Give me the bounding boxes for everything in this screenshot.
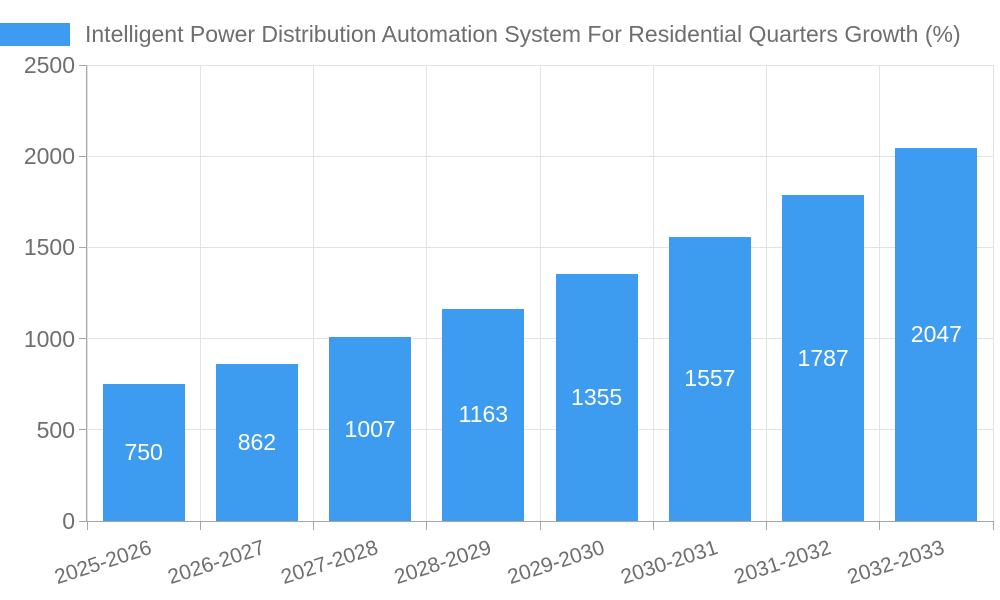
- x-axis-tick: [426, 521, 428, 530]
- chart-title: Intelligent Power Distribution Automatio…: [85, 20, 961, 47]
- gridline-vertical: [539, 65, 541, 521]
- bar-value-label: 1787: [797, 344, 849, 371]
- x-axis-tick: [879, 521, 881, 530]
- x-axis-tick: [992, 521, 994, 530]
- y-axis-tick-label: 1000: [23, 325, 75, 352]
- x-axis-line: [87, 521, 993, 522]
- gridline-vertical: [766, 65, 767, 521]
- legend-swatch: [0, 22, 70, 46]
- bar: 750: [102, 384, 185, 521]
- y-axis-line: [86, 65, 87, 522]
- y-axis-tick-label: 2500: [23, 52, 75, 78]
- y-axis-tick: [79, 246, 87, 248]
- x-axis-tick: [199, 521, 201, 530]
- y-axis-tick: [79, 338, 87, 340]
- bar-value-label: 1163: [458, 401, 509, 428]
- gridline-vertical: [992, 65, 994, 521]
- bar: 1355: [555, 273, 638, 521]
- bar-value-label: 1355: [571, 383, 623, 410]
- bar: 1787: [782, 195, 865, 521]
- y-axis-tick-label: 500: [36, 416, 75, 443]
- y-axis-tick-label: 0: [62, 508, 75, 534]
- y-axis-tick-label: 1500: [23, 234, 75, 261]
- gridline-vertical: [426, 65, 428, 521]
- gridline-vertical: [879, 65, 881, 521]
- bar-value-label: 1007: [344, 415, 396, 442]
- y-axis-tick: [79, 64, 87, 66]
- y-axis-tick: [79, 520, 87, 522]
- gridline-vertical: [199, 65, 201, 521]
- x-axis-tick: [652, 521, 654, 530]
- bar-value-label: 1557: [684, 365, 736, 392]
- bar-value-label: 862: [237, 428, 277, 455]
- y-axis-tick: [79, 429, 87, 431]
- chart-header: Intelligent Power Distribution Automatio…: [0, 14, 1000, 54]
- gridline-vertical: [652, 65, 654, 521]
- bar: 862: [215, 363, 298, 521]
- gridline-vertical: [86, 65, 88, 521]
- bar-value-label: 2047: [910, 320, 962, 347]
- bar-value-label: 750: [124, 439, 163, 466]
- bar: 1557: [668, 237, 751, 521]
- bar: 1007: [329, 337, 412, 521]
- x-axis-tick: [539, 521, 541, 530]
- y-axis-tick-label: 2000: [23, 143, 75, 170]
- x-axis-tick: [766, 521, 767, 530]
- x-axis-tick: [313, 521, 314, 530]
- gridline-vertical: [313, 65, 314, 521]
- bar: 1163: [442, 308, 525, 521]
- y-axis-tick: [79, 155, 87, 157]
- x-axis-tick: [86, 521, 88, 530]
- bar: 2047: [895, 147, 978, 521]
